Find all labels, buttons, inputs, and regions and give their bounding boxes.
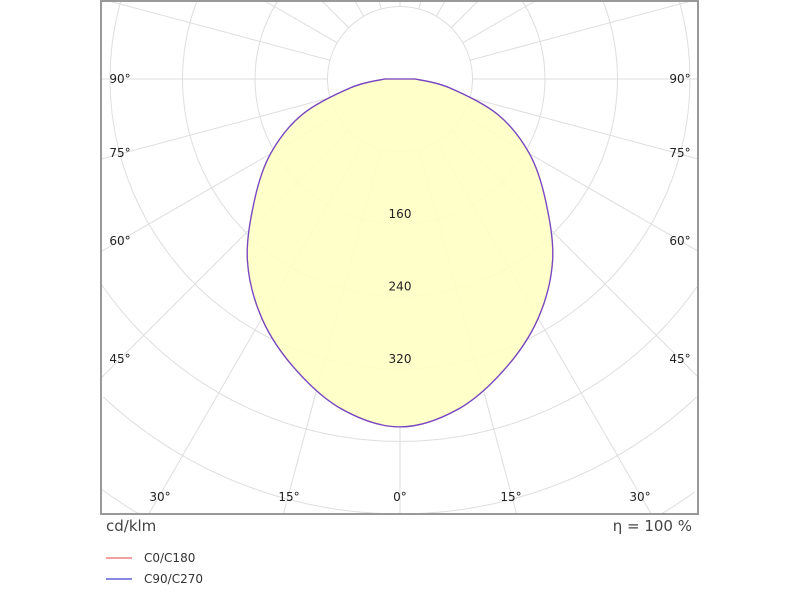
- angle-label: 60°: [669, 234, 690, 248]
- angle-label: 45°: [109, 352, 130, 366]
- grid-spoke: [418, 0, 422, 10]
- angle-label: 60°: [109, 234, 130, 248]
- grid-spoke: [378, 0, 382, 10]
- efficiency-label: η = 100 %: [612, 517, 692, 535]
- legend-swatch-c0: [106, 557, 132, 559]
- plot-frame: [100, 0, 699, 515]
- grid-spoke: [450, 0, 479, 29]
- grid-ring: [103, 396, 697, 515]
- grid-spoke: [469, 0, 692, 61]
- angle-label: 0°: [393, 490, 407, 504]
- angle-label: 75°: [669, 146, 690, 160]
- series-curve-c90-c270: [246, 78, 554, 428]
- radial-tick-label: 320: [389, 352, 412, 366]
- grid-spoke: [462, 0, 536, 44]
- legend-item-c90: C90/C270: [106, 572, 203, 586]
- distribution-fill: [247, 79, 553, 427]
- angle-label: 90°: [669, 72, 690, 86]
- radial-tick-label: 160: [389, 207, 412, 221]
- grid-spoke: [469, 97, 699, 160]
- grid-spoke: [108, 0, 331, 61]
- angle-label: 30°: [149, 490, 170, 504]
- grid-spoke: [354, 0, 365, 17]
- angle-label: 15°: [500, 490, 521, 504]
- angle-label: 75°: [109, 146, 130, 160]
- angle-label: 45°: [669, 352, 690, 366]
- angle-label: 90°: [109, 72, 130, 86]
- radial-tick-label: 240: [389, 279, 412, 293]
- legend-label-c0: C0/C180: [144, 551, 196, 565]
- angle-label: 30°: [629, 490, 650, 504]
- legend-label-c90: C90/C270: [144, 572, 203, 586]
- unit-label: cd/klm: [106, 517, 157, 535]
- legend-item-c0: C0/C180: [106, 551, 195, 565]
- angle-label: 15°: [278, 490, 299, 504]
- grid-ring: [100, 284, 698, 442]
- grid-spoke: [435, 0, 446, 17]
- grid-spoke: [264, 0, 338, 44]
- grid-ring: [101, 489, 695, 515]
- grid-spoke: [100, 97, 331, 160]
- grid-spoke: [321, 0, 350, 29]
- legend-swatch-c90: [106, 578, 132, 580]
